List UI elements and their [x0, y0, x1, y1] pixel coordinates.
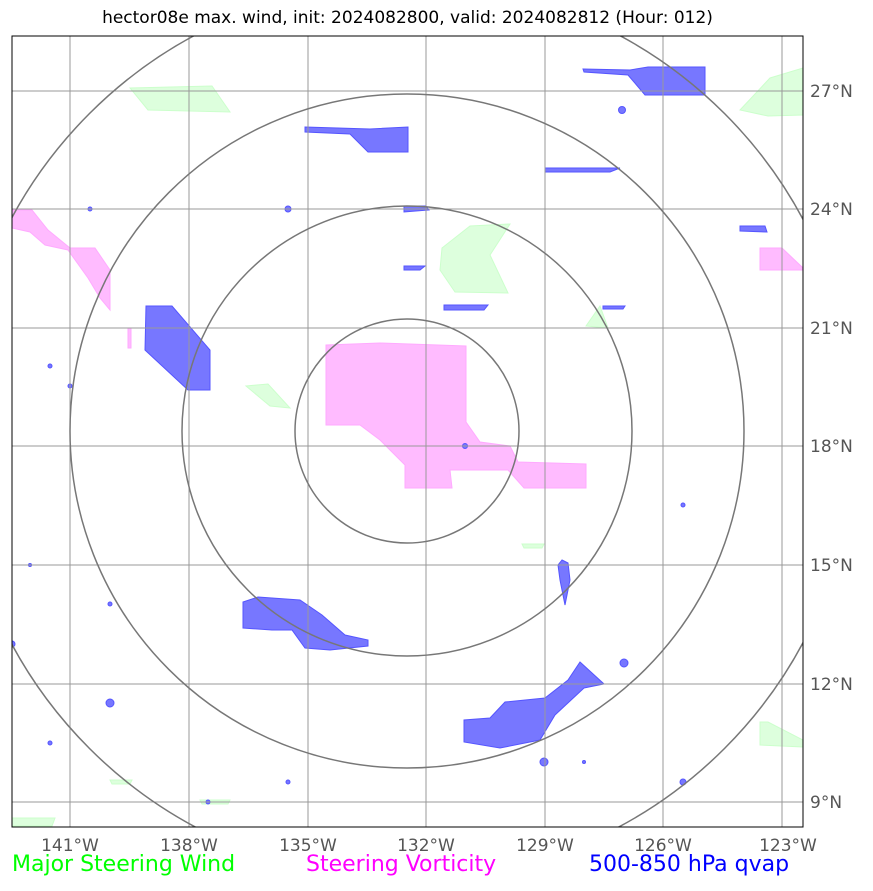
qvap-speck: [582, 760, 586, 764]
plot-frame: [11, 35, 804, 828]
steering-wind-region: [439, 223, 511, 294]
lat-tick-label: 24°N: [810, 200, 853, 220]
qvap-speck: [618, 106, 626, 114]
lat-tick-label: 15°N: [810, 556, 853, 576]
vorticity-region: [325, 342, 587, 489]
qvap-region: [144, 305, 211, 391]
lat-tick-label: 18°N: [810, 437, 853, 457]
lon-tick-labels: 141°W 138°W 135°W 132°W 129°W 126°W 123°…: [41, 836, 817, 856]
qvap-speck: [539, 757, 549, 767]
qvap-speck: [680, 502, 686, 508]
lon-tick-label: 129°W: [516, 836, 574, 856]
vorticity-region: [127, 327, 132, 349]
map-title: hector08e max. wind, init: 2024082800, v…: [102, 8, 713, 28]
qvap-speck: [47, 740, 53, 746]
graticule: [12, 36, 803, 827]
qvap-speck: [47, 363, 53, 369]
lon-tick-label: 135°W: [279, 836, 337, 856]
qvap-speck: [619, 658, 629, 668]
qvap-region: [602, 305, 626, 310]
steering-wind-region: [12, 817, 56, 827]
steering-wind-regions: [12, 67, 803, 827]
legend-steering-wind: Major Steering Wind: [12, 852, 236, 877]
lat-tick-label: 12°N: [810, 675, 853, 695]
steering-wind-region: [521, 543, 545, 549]
lat-tick-label: 21°N: [810, 319, 853, 339]
lon-tick-label: 132°W: [397, 836, 455, 856]
lat-tick-label: 9°N: [810, 793, 842, 813]
lon-tick-label: 126°W: [634, 836, 692, 856]
vorticity-regions: [12, 209, 803, 489]
vorticity-region: [12, 209, 111, 312]
range-ring: [181, 205, 633, 657]
range-ring: [69, 93, 745, 769]
qvap-region: [242, 596, 369, 651]
legend-qvap: 500-850 hPa qvap: [589, 852, 790, 877]
range-ring: [294, 318, 520, 544]
qvap-region: [739, 225, 768, 233]
qvap-region: [403, 265, 427, 271]
range-rings: [12, 36, 803, 827]
lon-tick-label: 138°W: [160, 836, 218, 856]
steering-wind-region: [244, 383, 292, 409]
lat-tick-labels: 27°N 24°N 21°N 18°N 15°N 12°N 9°N: [810, 82, 853, 813]
lon-tick-label: 123°W: [759, 836, 817, 856]
lon-tick-label: 141°W: [41, 836, 99, 856]
steering-wind-region: [585, 304, 609, 329]
qvap-region: [544, 167, 621, 173]
steering-wind-region: [128, 85, 231, 113]
qvap-speck: [105, 698, 115, 708]
qvap-speck: [107, 601, 113, 607]
legend-steering-vorticity: Steering Vorticity: [306, 852, 497, 877]
lat-tick-label: 27°N: [810, 82, 853, 102]
qvap-region: [443, 304, 490, 311]
steering-wind-region: [739, 67, 803, 117]
qvap-region: [304, 126, 409, 153]
qvap-speck: [285, 779, 291, 785]
